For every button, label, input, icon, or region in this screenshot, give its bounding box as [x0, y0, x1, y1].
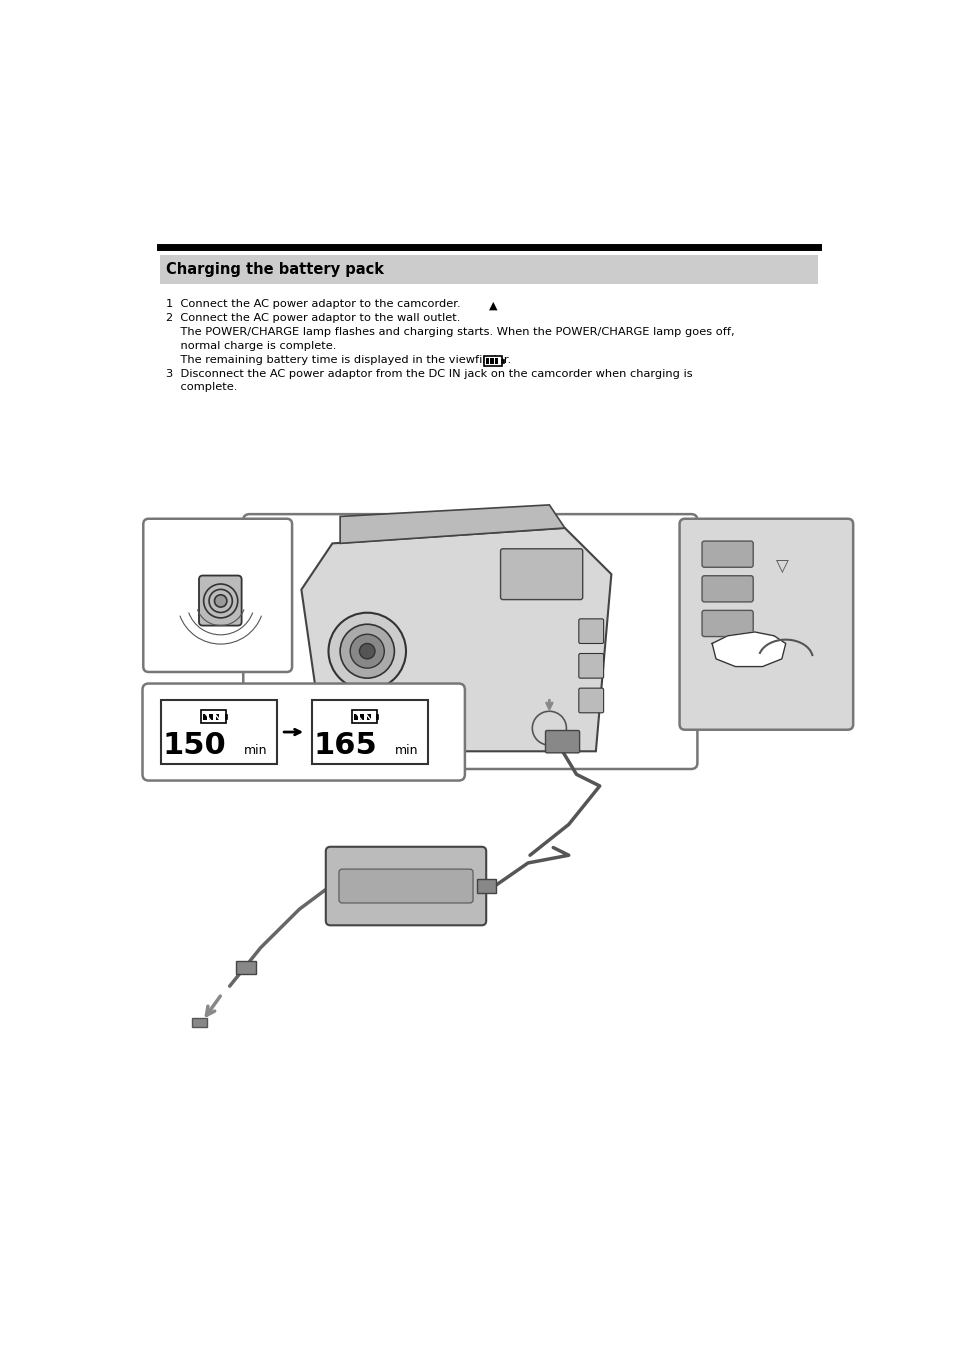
FancyBboxPatch shape — [578, 619, 603, 644]
FancyBboxPatch shape — [578, 653, 603, 679]
Text: 150: 150 — [162, 731, 226, 760]
FancyBboxPatch shape — [338, 869, 473, 903]
Text: normal charge is complete.: normal charge is complete. — [166, 341, 335, 352]
FancyBboxPatch shape — [701, 610, 753, 637]
Circle shape — [340, 625, 394, 679]
Polygon shape — [340, 504, 564, 544]
FancyBboxPatch shape — [500, 358, 503, 364]
FancyBboxPatch shape — [495, 358, 497, 364]
FancyBboxPatch shape — [203, 714, 207, 719]
Text: 3  Disconnect the AC power adaptor from the DC IN jack on the camcorder when cha: 3 Disconnect the AC power adaptor from t… — [166, 369, 692, 379]
Text: ▲: ▲ — [488, 300, 497, 311]
Polygon shape — [301, 529, 611, 752]
FancyBboxPatch shape — [142, 684, 464, 780]
FancyBboxPatch shape — [225, 714, 227, 719]
FancyBboxPatch shape — [366, 714, 370, 719]
FancyBboxPatch shape — [215, 714, 219, 719]
FancyBboxPatch shape — [192, 1018, 207, 1028]
Text: 1  Connect the AC power adaptor to the camcorder.: 1 Connect the AC power adaptor to the ca… — [166, 299, 460, 310]
Text: The remaining battery time is displayed in the viewfinder.: The remaining battery time is displayed … — [166, 354, 511, 365]
FancyBboxPatch shape — [312, 700, 427, 764]
Circle shape — [350, 634, 384, 668]
FancyBboxPatch shape — [578, 688, 603, 713]
FancyBboxPatch shape — [161, 700, 276, 764]
FancyBboxPatch shape — [701, 541, 753, 568]
FancyBboxPatch shape — [354, 714, 357, 719]
FancyBboxPatch shape — [159, 254, 818, 284]
FancyBboxPatch shape — [483, 356, 501, 366]
FancyBboxPatch shape — [325, 846, 486, 925]
Text: The POWER/CHARGE lamp flashes and charging starts. When the POWER/CHARGE lamp go: The POWER/CHARGE lamp flashes and chargi… — [166, 327, 734, 337]
FancyBboxPatch shape — [545, 730, 579, 753]
Text: min: min — [243, 744, 267, 757]
Circle shape — [359, 644, 375, 658]
FancyBboxPatch shape — [701, 576, 753, 602]
Text: complete.: complete. — [166, 383, 237, 392]
FancyBboxPatch shape — [143, 519, 292, 672]
Circle shape — [328, 612, 406, 690]
FancyBboxPatch shape — [199, 576, 241, 626]
Text: Charging the battery pack: Charging the battery pack — [166, 262, 383, 277]
FancyBboxPatch shape — [360, 714, 364, 719]
FancyBboxPatch shape — [485, 358, 488, 364]
FancyBboxPatch shape — [679, 519, 852, 730]
FancyBboxPatch shape — [235, 961, 255, 973]
FancyBboxPatch shape — [500, 549, 582, 599]
FancyBboxPatch shape — [201, 711, 225, 723]
FancyBboxPatch shape — [375, 714, 378, 719]
FancyBboxPatch shape — [476, 879, 495, 892]
Text: ▽: ▽ — [776, 557, 788, 576]
Polygon shape — [711, 631, 785, 667]
FancyBboxPatch shape — [352, 711, 376, 723]
FancyBboxPatch shape — [209, 714, 213, 719]
Text: 2  Connect the AC power adaptor to the wall outlet.: 2 Connect the AC power adaptor to the wa… — [166, 314, 459, 323]
Text: 165: 165 — [313, 731, 376, 760]
FancyBboxPatch shape — [490, 358, 493, 364]
FancyBboxPatch shape — [243, 514, 697, 769]
Text: min: min — [395, 744, 417, 757]
Circle shape — [214, 595, 227, 607]
